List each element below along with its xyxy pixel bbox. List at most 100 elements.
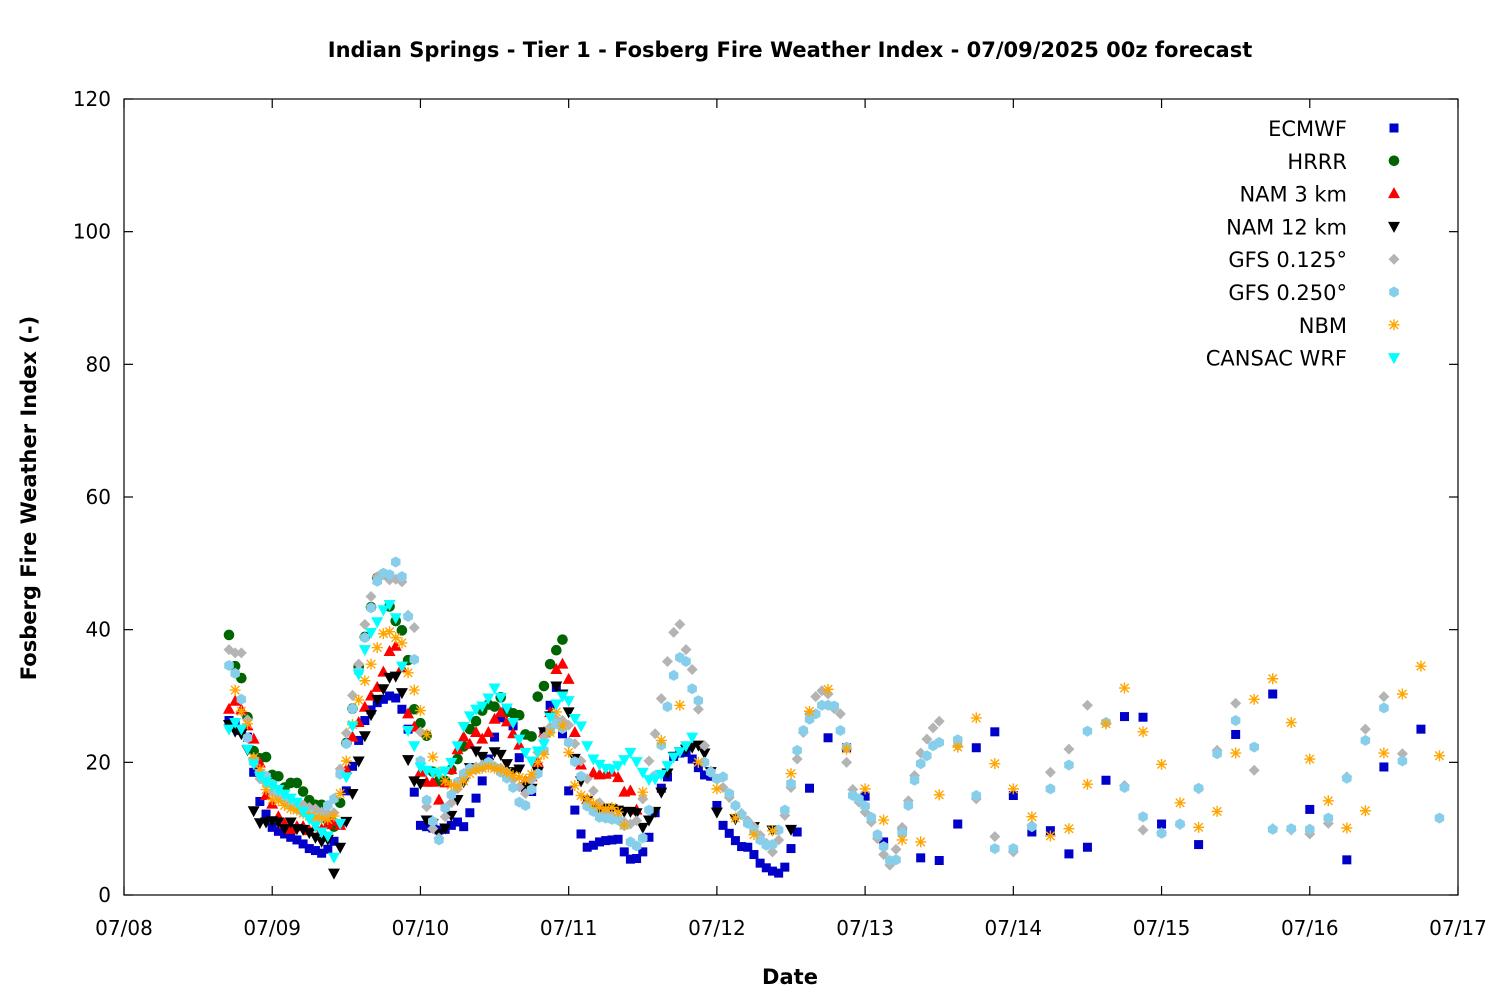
data-point <box>241 744 254 756</box>
data-point <box>834 708 846 720</box>
data-point <box>365 710 378 722</box>
x-tick-label: 07/11 <box>540 916 598 940</box>
legend-label: NAM 3 km <box>1239 183 1347 207</box>
data-point <box>445 810 458 822</box>
data-point <box>632 854 642 864</box>
data-point <box>927 722 939 734</box>
data-point <box>1433 750 1445 762</box>
data-point <box>494 692 507 704</box>
data-point <box>439 766 452 778</box>
data-point <box>631 815 643 827</box>
data-point <box>482 693 495 705</box>
data-point <box>730 800 741 811</box>
data-point <box>1342 772 1352 784</box>
data-point <box>297 786 309 797</box>
data-point <box>638 847 648 857</box>
data-point <box>384 569 395 581</box>
data-point <box>644 832 654 842</box>
data-point <box>298 839 308 849</box>
data-point <box>1268 823 1278 835</box>
data-point <box>1100 718 1112 730</box>
data-point <box>631 840 642 852</box>
data-point <box>916 853 926 863</box>
data-point <box>520 800 531 811</box>
data-point <box>519 747 532 759</box>
data-point <box>1396 748 1408 760</box>
data-point <box>321 831 334 843</box>
data-point <box>1063 743 1075 755</box>
series-group <box>222 599 699 864</box>
data-point <box>378 694 388 704</box>
data-point <box>551 644 562 656</box>
data-point <box>618 755 631 767</box>
data-point <box>903 800 914 811</box>
data-point <box>766 846 778 858</box>
data-point <box>1193 821 1205 833</box>
data-point <box>494 749 507 761</box>
data-point <box>513 709 525 721</box>
data-point <box>371 694 384 706</box>
data-point <box>792 744 802 756</box>
data-point <box>340 755 352 767</box>
y-tick-label: 80 <box>86 352 111 376</box>
data-point <box>242 732 253 744</box>
data-point <box>526 731 537 742</box>
data-point <box>1341 822 1353 834</box>
data-point <box>309 832 322 844</box>
data-point <box>397 571 407 583</box>
data-point <box>1305 804 1315 814</box>
data-point <box>643 755 655 767</box>
data-point <box>229 718 242 730</box>
data-point <box>1285 717 1297 729</box>
series-group <box>223 569 1408 871</box>
data-point <box>1194 840 1204 850</box>
data-point <box>366 705 376 715</box>
data-point <box>341 786 351 796</box>
data-point <box>402 725 415 737</box>
data-point <box>872 829 883 841</box>
data-point <box>440 802 450 814</box>
data-point <box>414 705 426 717</box>
data-point <box>693 695 704 707</box>
legend-marker <box>1388 221 1400 233</box>
data-point <box>235 724 248 736</box>
x-tick-label: 07/17 <box>1429 916 1487 940</box>
data-point <box>655 693 667 705</box>
data-point <box>655 787 668 799</box>
data-point <box>323 844 333 854</box>
data-point <box>354 735 364 745</box>
data-point <box>1342 855 1352 865</box>
data-point <box>953 819 963 829</box>
data-point <box>414 762 427 774</box>
data-point <box>897 827 907 839</box>
data-point <box>767 866 777 876</box>
data-point <box>718 771 728 783</box>
data-point <box>514 753 524 763</box>
data-point <box>860 800 870 812</box>
data-point <box>347 689 359 701</box>
data-point <box>612 761 625 773</box>
data-point <box>810 691 822 703</box>
legend-label: NBM <box>1299 314 1347 338</box>
data-point <box>891 854 901 866</box>
data-point <box>470 764 482 776</box>
data-point <box>680 644 692 656</box>
data-point <box>408 622 420 634</box>
data-point <box>452 780 463 792</box>
series-group <box>224 682 1426 878</box>
data-point <box>341 738 352 750</box>
data-point <box>458 775 470 787</box>
data-point <box>921 733 933 745</box>
data-point <box>687 683 697 695</box>
data-point <box>352 756 365 768</box>
data-point <box>860 791 870 801</box>
data-point <box>619 847 629 857</box>
data-point <box>465 808 475 818</box>
data-point <box>476 732 489 744</box>
data-point <box>513 764 526 776</box>
data-point <box>432 793 445 805</box>
data-point <box>1323 812 1334 824</box>
data-point <box>1434 812 1445 824</box>
data-point <box>260 777 273 789</box>
